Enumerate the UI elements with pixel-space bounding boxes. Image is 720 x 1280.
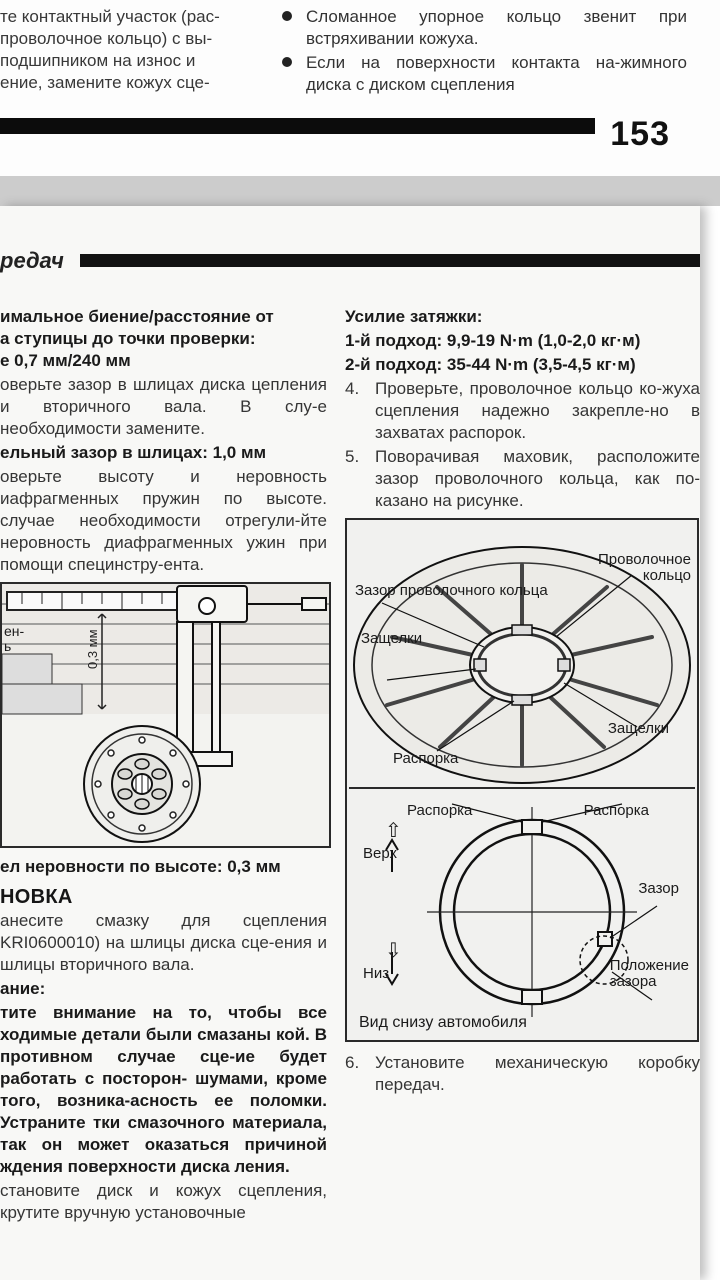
- fig1-side-label: ен- ь: [4, 624, 24, 654]
- fig1-caption: ел неровности по высоте: 0,3 мм: [0, 856, 327, 878]
- fig2-label-ring-gap: Зазор проволочного кольца: [355, 580, 548, 602]
- fig2-label-latches-r: Защелки: [608, 718, 669, 740]
- fig2-label-spacer-l: Распорка: [407, 800, 472, 822]
- fig2-label-latches-l: Защелки: [361, 628, 422, 650]
- main-sheet: редач имальное биение/расстояние от а ст…: [0, 206, 700, 1280]
- torque-title: Усилие затяжки:: [345, 306, 700, 328]
- arrow-down-icon: ⇩: [385, 940, 402, 962]
- arrow-up-icon: ⇧: [385, 820, 402, 842]
- page-rule: [0, 118, 595, 134]
- spec-spline-gap: ельный зазор в шлицах: 1,0 мм: [0, 442, 327, 464]
- bullet-text: Сломанное упорное кольцо звенит при встр…: [306, 6, 687, 50]
- fig2-label-gap: Зазор: [638, 878, 679, 900]
- fig1-dim: 0,3 мм: [85, 629, 100, 669]
- bullet-dot-icon: [282, 57, 292, 67]
- top-fragment: те контактный участок (рас- проволочное …: [0, 0, 720, 195]
- running-head: редач: [0, 248, 64, 274]
- fig2-label-top: Верх: [363, 843, 397, 865]
- torque-1: 1-й подход: 9,9-19 N·m (1,0-2,0 кг·м): [345, 330, 700, 352]
- figure-caliper: 0,3 мм ен- ь: [0, 582, 331, 848]
- spec-runout: имальное биение/расстояние от а ступицы …: [0, 306, 327, 372]
- step-6: 6.Установите механическую коробку переда…: [345, 1052, 700, 1096]
- step-4-text: Проверьте, проволочное кольцо ко-жуха сц…: [375, 378, 700, 444]
- bullet-dot-icon: [282, 11, 292, 21]
- page: те контактный участок (рас- проволочное …: [0, 0, 720, 1280]
- torque-2: 2-й подход: 35-44 N·m (3,5-4,5 кг·м): [345, 354, 700, 376]
- para-check-splines: оверьте зазор в шлицах диска цепления и …: [0, 374, 327, 440]
- para-grease: анесите смазку для сцепления KRI0600010)…: [0, 910, 327, 976]
- header-bar: [80, 254, 700, 267]
- fig2-label-bottom: Низ: [363, 963, 389, 985]
- fig2-label-underside: Вид снизу автомобиля: [359, 1012, 527, 1034]
- scan-gap: [0, 176, 720, 206]
- top-col-left: те контактный участок (рас- проволочное …: [0, 6, 260, 98]
- step-5-text: Поворачивая маховик, расположите зазор п…: [375, 446, 700, 512]
- step-4: 4.Проверьте, проволочное кольцо ко-жуха …: [345, 378, 700, 444]
- para-check-springs: оверьте высоту и неровность иафрагменных…: [0, 466, 327, 576]
- para-install-disc: становите диск и кожух сцепления, крутит…: [0, 1180, 327, 1224]
- fig2-label-wire-ring: Проволочное кольцо: [598, 552, 691, 584]
- body-columns: имальное биение/расстояние от а ступицы …: [0, 306, 700, 1226]
- section-install: НОВКА: [0, 886, 327, 908]
- page-number: 153: [610, 115, 670, 154]
- bullet-item: Если на поверхности контакта на-жимного …: [282, 52, 687, 96]
- bullet-text: Если на поверхности контакта на-жимного …: [306, 52, 687, 96]
- note-label: ание:: [0, 978, 327, 1000]
- figure-wire-ring: Зазор проволочного кольца Проволочное ко…: [345, 518, 699, 1042]
- bullet-item: Сломанное упорное кольцо звенит при встр…: [282, 6, 687, 50]
- fig2-label-spacer-r: Распорка: [584, 800, 649, 822]
- right-column: Усилие затяжки: 1-й подход: 9,9-19 N·m (…: [345, 306, 700, 1226]
- left-column: имальное биение/расстояние от а ступицы …: [0, 306, 327, 1226]
- step-6-text: Установите механическую коробку передач.: [375, 1052, 700, 1096]
- fig2-label-gap-pos: Положение зазора: [610, 958, 689, 990]
- top-col-right: Сломанное упорное кольцо звенит при встр…: [282, 6, 687, 98]
- note-body: тите внимание на то, чтобы все ходимые д…: [0, 1002, 327, 1178]
- step-5: 5.Поворачивая маховик, расположите зазор…: [345, 446, 700, 512]
- fig2-label-spacer-top: Распорка: [393, 748, 458, 770]
- figure-caliper-svg: 0,3 мм: [2, 584, 329, 846]
